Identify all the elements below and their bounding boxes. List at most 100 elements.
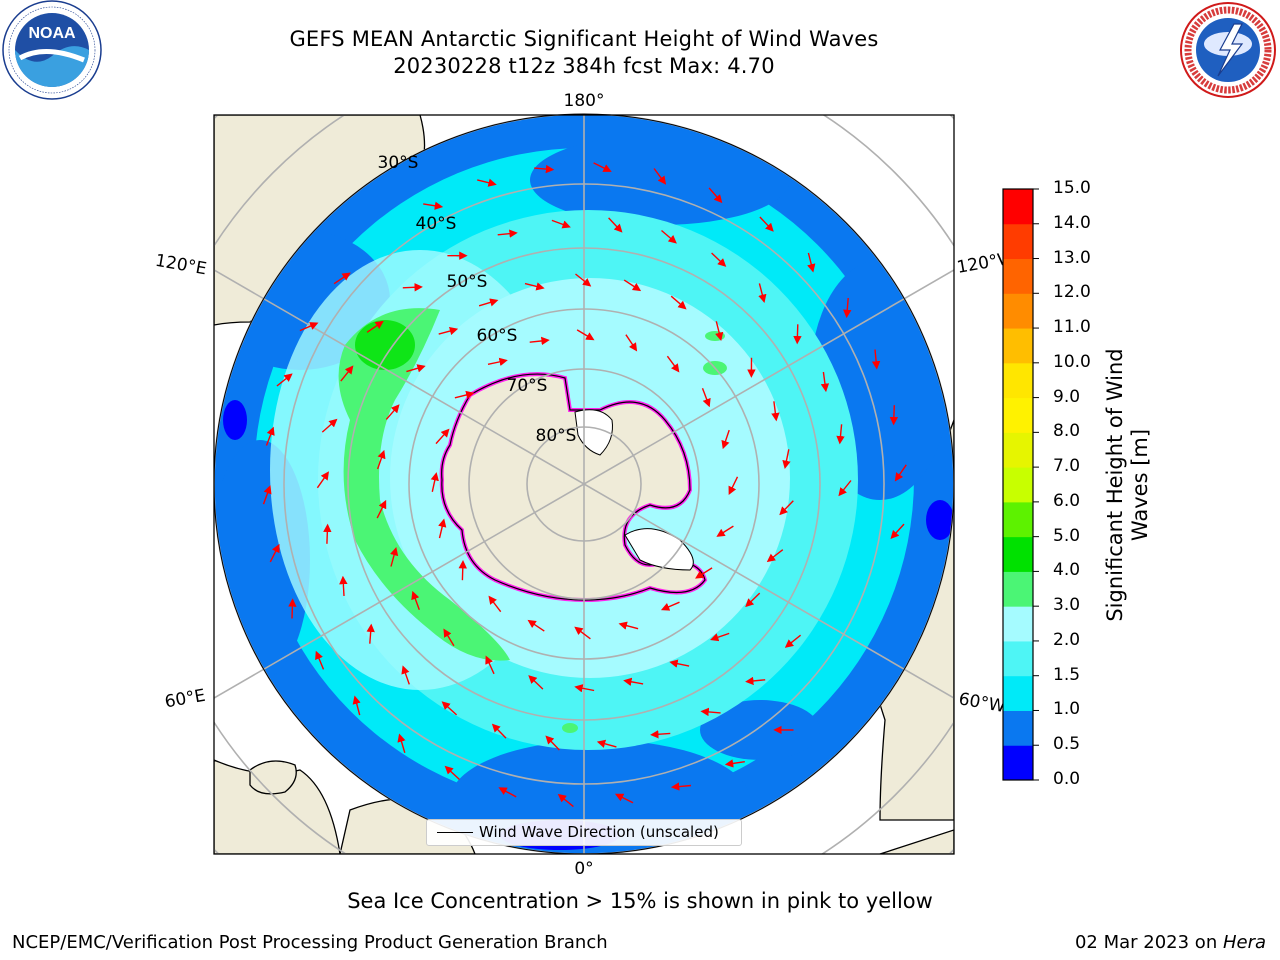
colorbar-segment xyxy=(1003,745,1033,781)
colorbar-segment xyxy=(1003,432,1033,468)
colorbar-segment xyxy=(1003,640,1033,677)
wave-direction-arrow xyxy=(485,655,495,675)
wave-direction-arrow xyxy=(670,295,687,310)
wave-direction-arrow xyxy=(366,623,375,644)
wave-direction-arrow xyxy=(701,388,711,408)
colorbar-tick-label: 11.0 xyxy=(1053,317,1091,338)
wave-direction-arrow xyxy=(836,424,845,445)
wave-direction-arrow xyxy=(333,272,351,285)
wave-direction-arrow xyxy=(576,329,595,341)
wave-direction-arrow xyxy=(352,695,361,716)
wave-direction-arrow xyxy=(299,322,319,332)
wave-direction-arrow xyxy=(458,560,467,581)
wave-direction-arrow xyxy=(745,676,766,686)
colorbar-tick-label: 3.0 xyxy=(1053,595,1081,616)
wave-direction-arrow xyxy=(276,373,293,387)
wave-direction-arrow xyxy=(710,632,730,642)
wave-direction-arrow xyxy=(669,659,690,668)
wave-direction-arrow xyxy=(366,320,384,333)
wave-direction-arrow xyxy=(497,229,518,238)
wave-direction-arrow xyxy=(766,549,784,563)
colorbar-tick-label: 0.5 xyxy=(1053,734,1081,755)
colorbar-segment xyxy=(1003,223,1033,260)
wave-direction-arrow xyxy=(728,476,739,495)
wave-direction-arrow xyxy=(871,349,881,370)
wave-direction-arrow xyxy=(759,216,774,232)
wave-direction-arrow xyxy=(708,187,723,204)
wave-direction-arrow xyxy=(376,499,387,519)
colorbar-segment xyxy=(1003,293,1033,329)
lat-label-60s: 60°S xyxy=(477,326,518,346)
wave-direction-arrow xyxy=(721,429,730,450)
wave-direction-arrow xyxy=(695,567,713,579)
colorbar-segment xyxy=(1003,675,1033,711)
colorbar-segment xyxy=(1003,536,1033,572)
wave-direction-arrow xyxy=(623,677,644,686)
wave-direction-arrow xyxy=(715,321,724,341)
wave-direction-arrow xyxy=(711,252,727,267)
wave-direction-arrow xyxy=(339,575,348,597)
wave-direction-arrow xyxy=(889,405,899,426)
wave-direction-arrow xyxy=(843,297,852,319)
antarctica xyxy=(439,372,708,603)
colorbar-tick-label: 2.0 xyxy=(1053,629,1081,650)
wave-direction-arrow xyxy=(596,739,617,748)
wave-direction-arrow xyxy=(551,219,571,229)
wave-direction-arrow xyxy=(782,449,791,470)
colorbar-segment xyxy=(1003,397,1033,433)
colorbar-tick-label: 9.0 xyxy=(1053,386,1081,407)
wave-direction-arrow xyxy=(666,355,680,373)
wave-direction-arrow xyxy=(700,707,721,717)
meridian-label-120e: 120°E xyxy=(154,251,208,280)
wave-direction-arrow xyxy=(323,523,332,544)
legend-line-swatch xyxy=(437,832,473,833)
graticule xyxy=(214,115,954,854)
noaa-logo: NOAA xyxy=(2,0,102,100)
wave-direction-arrow xyxy=(390,546,399,567)
colorbar-tick-label: 5.0 xyxy=(1053,525,1081,546)
wave-direction-arrow xyxy=(488,595,502,613)
wave-direction-arrow xyxy=(401,665,410,685)
wave-direction-arrow xyxy=(608,217,623,233)
wave-direction-arrow xyxy=(784,634,802,648)
wave-direction-arrow xyxy=(779,500,794,516)
colorbar-segment xyxy=(1003,189,1033,225)
wave-direction-arrow xyxy=(487,357,508,366)
colorbar-tick-label: 6.0 xyxy=(1053,490,1081,511)
wave-direction-arrow xyxy=(724,759,745,768)
noaa-logo-text: NOAA xyxy=(28,25,76,42)
wave-direction-arrow xyxy=(614,793,634,804)
wave-direction-arrow xyxy=(524,282,545,291)
colorbar-segment xyxy=(1003,467,1033,503)
colorbar-segment xyxy=(1003,710,1033,746)
wave-direction-arrow xyxy=(288,598,297,619)
wave-direction-arrow xyxy=(340,365,354,382)
footer-host: Hera xyxy=(1222,932,1266,953)
wave-direction-arrow xyxy=(650,730,671,739)
colorbar-tick-label: 15.0 xyxy=(1053,178,1091,198)
map-legend: Wind Wave Direction (unscaled) xyxy=(426,819,742,846)
wave-direction-arrow xyxy=(528,675,544,690)
wave-direction-arrow xyxy=(406,364,426,373)
wave-direction-arrow xyxy=(758,283,767,303)
footer-date: 02 Mar 2023 on Hera xyxy=(1075,932,1266,953)
wave-direction-arrow xyxy=(574,684,595,693)
colorbar-segment xyxy=(1003,606,1033,642)
wave-direction-arrow xyxy=(545,735,560,751)
colorbar-segment xyxy=(1003,258,1033,294)
meridian-label-60e: 60°E xyxy=(163,686,207,713)
wave-direction-arrow xyxy=(438,326,459,336)
colorbar-title: Significant Height of Wind Waves [m] xyxy=(1103,348,1152,622)
wave-direction-arrow xyxy=(441,701,458,716)
wave-direction-arrow xyxy=(529,336,550,346)
colorbar-tick-label: 13.0 xyxy=(1053,247,1091,268)
wave-direction-arrow xyxy=(527,619,545,632)
lat-label-30s: 30°S xyxy=(378,153,419,173)
colorbar-tick-label: 1.5 xyxy=(1053,664,1081,685)
wave-direction-arrow xyxy=(838,480,852,497)
lat-label-80s: 80°S xyxy=(536,426,577,446)
colorbar-tick-label: 14.0 xyxy=(1053,212,1091,233)
wave-direction-arrow xyxy=(454,390,475,399)
wave-direction-arrow xyxy=(653,168,667,185)
map-subtitle: 20230228 t12z 384h fcst Max: 4.70 xyxy=(393,54,775,78)
